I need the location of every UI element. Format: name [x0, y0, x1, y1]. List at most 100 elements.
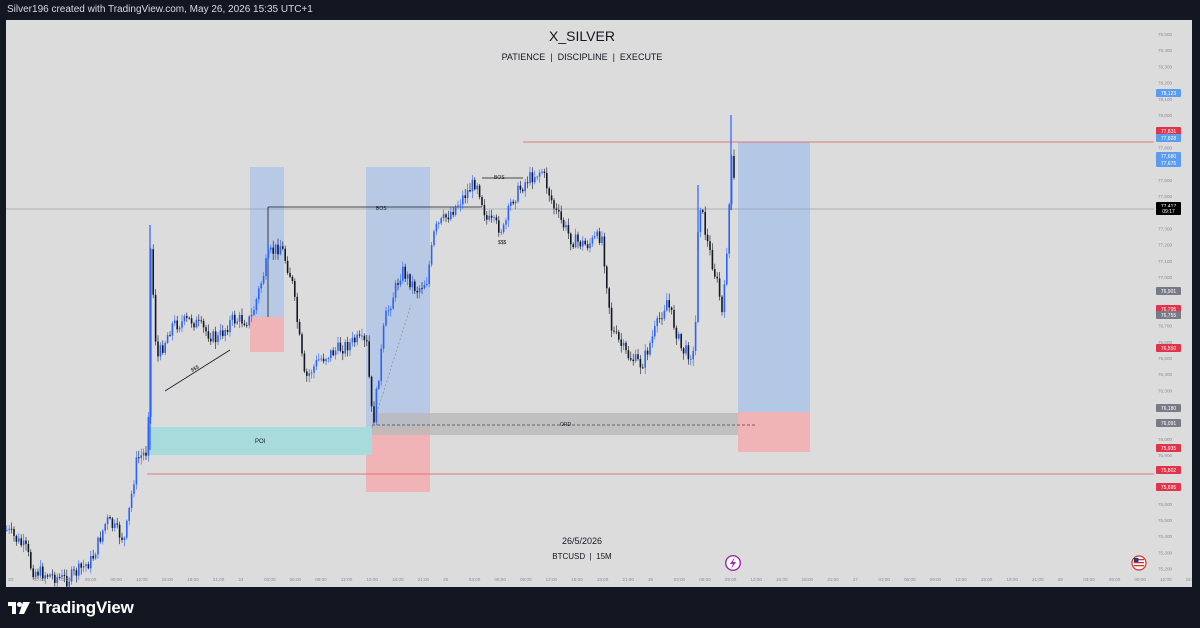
candle: [279, 239, 282, 256]
candle: [111, 516, 114, 532]
candle: [214, 326, 217, 349]
candle: [54, 571, 56, 587]
poi-label: POI: [255, 439, 266, 445]
candle: [166, 332, 169, 345]
time-tick-label: 24: [238, 577, 244, 582]
candle: [546, 167, 548, 194]
candle: [474, 177, 476, 191]
candle: [34, 568, 37, 580]
price-tick-label: 75,200: [1158, 567, 1172, 572]
projection-line: [371, 304, 412, 429]
chart-canvas[interactable]: BOS BOS $$$ $$$ POI ORD X_SILVER PATIENC…: [6, 20, 1192, 587]
candle: [274, 243, 277, 260]
candle: [73, 566, 75, 576]
price-badge-label: 78,123: [1161, 91, 1177, 97]
time-axis[interactable]: 20: 00:00 03:00 06:00 09:00 12:00 15:00 18:00 21…: [8, 577, 1192, 582]
candle: [6, 525, 8, 532]
candle: [226, 325, 229, 336]
us-flag-icon[interactable]: [1131, 555, 1147, 571]
candle: [553, 198, 555, 215]
candle: [637, 349, 639, 361]
candle: [178, 325, 181, 333]
price-badge-label: 76,795: [1161, 307, 1177, 313]
candle: [157, 335, 159, 362]
candle: [433, 229, 435, 247]
candle: [493, 215, 495, 223]
candle: [301, 332, 303, 357]
candle: [159, 342, 162, 361]
candle: [210, 332, 212, 345]
ssl-right-label: $$$: [498, 240, 507, 246]
candle: [522, 187, 524, 194]
candle: [147, 412, 150, 462]
candle: [608, 286, 610, 315]
candle: [634, 349, 637, 363]
candle: [195, 316, 198, 329]
candle: [126, 519, 128, 540]
candle: [387, 305, 390, 316]
candle: [330, 349, 332, 362]
candle: [459, 199, 462, 212]
lightning-icon[interactable]: [725, 555, 741, 571]
candle: [678, 331, 680, 341]
candle: [524, 178, 526, 198]
candle: [327, 356, 330, 363]
candle: [687, 342, 690, 365]
candle: [471, 175, 474, 199]
candle: [174, 315, 176, 327]
candle: [294, 278, 296, 301]
candle: [370, 375, 373, 412]
candle: [531, 167, 534, 190]
candle: [558, 204, 560, 218]
candle: [529, 166, 531, 186]
chart-area[interactable]: BOS BOS $$$ $$$ POI ORD X_SILVER PATIENC…: [6, 20, 1192, 587]
price-tick-label: 75,400: [1158, 534, 1172, 539]
price-badge: 76,901: [1156, 287, 1181, 295]
time-tick-label: 15:00: [776, 577, 788, 582]
price-tick-label: 77,100: [1158, 259, 1172, 264]
chart-title: X_SILVER: [549, 28, 615, 44]
time-tick-label: 15:00: [366, 577, 378, 582]
price-badge-label: 77,831: [1161, 129, 1177, 135]
candle: [603, 232, 606, 274]
candle: [356, 330, 358, 346]
candle: [668, 293, 670, 313]
time-tick-label: 12:00: [955, 577, 967, 582]
price-tick-label: 76,700: [1158, 324, 1172, 329]
candle: [234, 310, 236, 328]
tradingview-logo[interactable]: TradingView: [8, 598, 134, 618]
time-tick-label: 06:00: [699, 577, 711, 582]
candle: [13, 526, 15, 542]
candle: [649, 340, 651, 357]
time-tick-label: 06:00: [85, 577, 97, 582]
candle: [534, 170, 536, 185]
candle: [733, 149, 735, 180]
price-tick-label: 77,200: [1158, 243, 1172, 248]
annotation-layer: BOS BOS $$$ $$$ POI ORD X_SILVER PATIENC…: [190, 28, 662, 561]
candle: [574, 228, 577, 249]
candle: [541, 168, 543, 175]
candle: [75, 567, 78, 583]
candle: [238, 311, 241, 329]
price-axis[interactable]: 78,50078,40078,30078,20078,10078,00077,9…: [1156, 32, 1181, 572]
candle: [579, 240, 582, 250]
candle: [430, 241, 433, 268]
candle: [296, 292, 298, 329]
candle: [25, 536, 27, 551]
candle: [106, 514, 109, 530]
candle: [565, 221, 567, 231]
candle: [217, 332, 219, 346]
tradingview-logo-text: TradingView: [36, 598, 134, 617]
candle: [212, 329, 214, 344]
candle: [716, 272, 718, 283]
candle: [406, 271, 409, 286]
candle: [85, 562, 87, 572]
candle: [409, 273, 411, 291]
candle: [450, 207, 452, 222]
candle: [332, 347, 334, 357]
candle: [354, 334, 356, 348]
price-badge: 78,123: [1156, 89, 1181, 97]
price-badge-label: 77,680: [1161, 154, 1177, 160]
candle: [714, 263, 716, 280]
candle: [505, 217, 507, 230]
